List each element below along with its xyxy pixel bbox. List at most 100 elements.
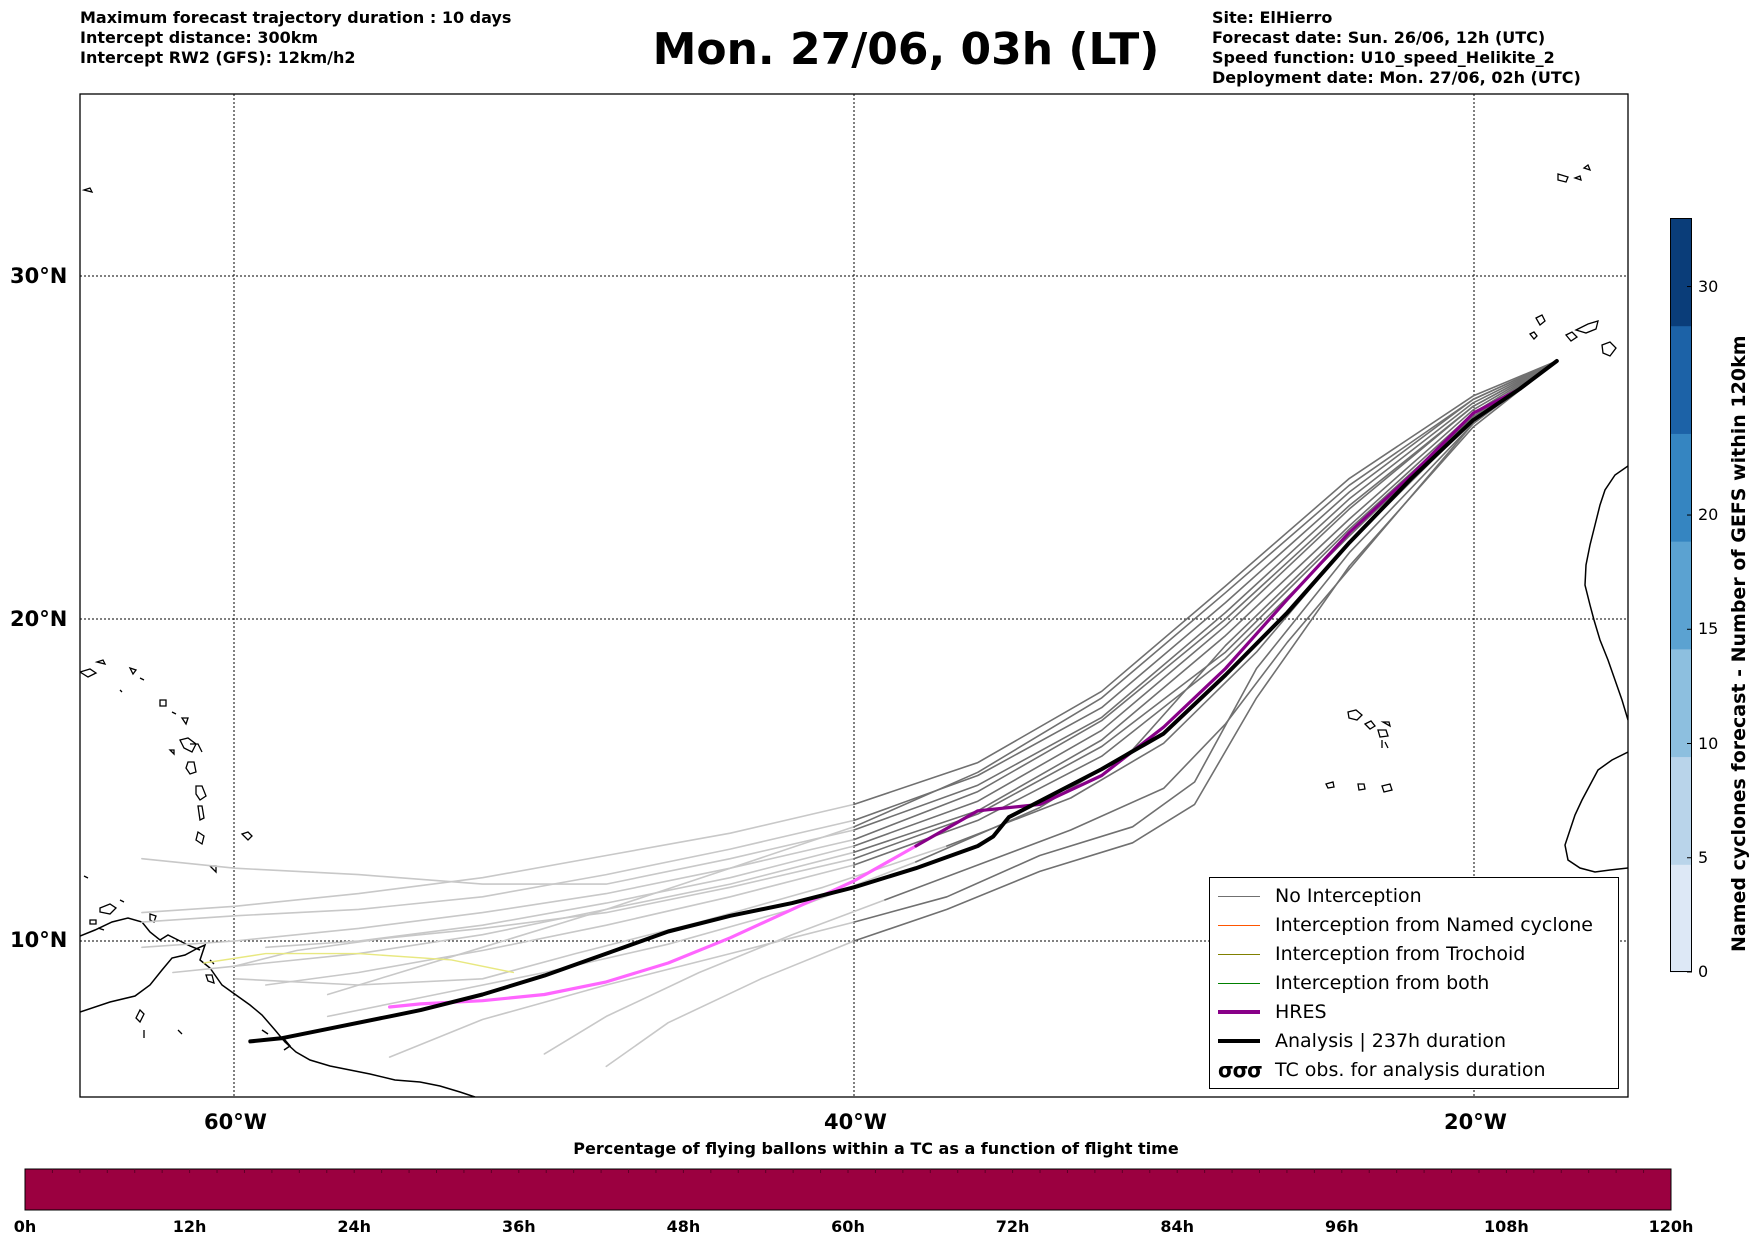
legend-label-hres: HRES <box>1275 1001 1327 1023</box>
ensemble-member-4 <box>853 360 1558 923</box>
colorbar-frame <box>1670 218 1692 972</box>
colorbar-step-3 <box>1670 541 1692 650</box>
info-left-block: Maximum forecast trajectory duration : 1… <box>80 8 511 68</box>
legend-label-tc-obs: TC obs. for analysis duration <box>1275 1059 1546 1081</box>
ensemble-member-3 <box>853 360 1558 831</box>
colorbar-step-2 <box>1670 648 1692 758</box>
max-duration-text: Maximum forecast trajectory duration : 1… <box>80 8 512 27</box>
legend-row-both: Interception from both <box>1210 969 1618 998</box>
ensemble-member-late-11 <box>141 838 855 949</box>
legend-line-analysis <box>1218 1039 1260 1043</box>
venezuela-north-coast <box>80 917 201 951</box>
bottom-bar-tick-label: 12h <box>172 1217 207 1236</box>
info-right-block: Site: ElHierro Forecast date: Sun. 26/06… <box>1212 8 1581 88</box>
legend-row-named-cyclone: Interception from Named cyclone <box>1210 911 1618 940</box>
legend-label-trochoid: Interception from Trochoid <box>1275 943 1526 965</box>
coastlines <box>80 465 1628 1097</box>
analysis-track <box>248 359 1559 1044</box>
legend-label-analysis: Analysis | 237h duration <box>1275 1030 1507 1052</box>
bottom-bar-tick-label: 108h <box>1483 1217 1529 1236</box>
intercept-rw2-text: Intercept RW2 (GFS): 12km/h2 <box>80 48 356 67</box>
colorbar-step-5 <box>1670 325 1692 434</box>
colorbar-tick-label: 5 <box>1698 847 1709 867</box>
ensemble-member-yellow <box>203 952 515 974</box>
legend-row-analysis: Analysis | 237h duration <box>1210 1027 1618 1056</box>
colorbar-label: Named cyclones forecast - Number of GEFS… <box>1728 335 1750 952</box>
lon-label-20w: 20°W <box>1444 1110 1507 1134</box>
colorbar-tick-label: 30 <box>1698 276 1719 296</box>
cape-verde-islands <box>1325 709 1393 793</box>
legend-line-named-cyclone <box>1218 925 1260 926</box>
deployment-date-text: Deployment date: Mon. 27/06, 02h (UTC) <box>1212 68 1581 87</box>
map-legend: No Interception Interception from Named … <box>1209 877 1619 1089</box>
map-frame <box>79 93 1629 1098</box>
legend-label-named-cyclone: Interception from Named cyclone <box>1275 914 1593 936</box>
legend-row-trochoid: Interception from Trochoid <box>1210 940 1618 969</box>
legend-label-both: Interception from both <box>1275 972 1490 994</box>
lon-label-60w: 60°W <box>204 1110 267 1134</box>
colorbar-step-6 <box>1670 218 1692 327</box>
ensemble-member-9 <box>853 360 1558 828</box>
lon-label-40w: 40°W <box>824 1110 887 1134</box>
ensemble-member-12 <box>884 360 1558 901</box>
flight-time-bar <box>24 1168 1672 1211</box>
colorbar-step-4 <box>1670 433 1692 542</box>
page-title: Mon. 27/06, 03h (LT) <box>652 24 1160 75</box>
colorbar-step-0 <box>1670 864 1692 973</box>
canary-islands <box>1528 314 1617 357</box>
legend-line-no-interception <box>1218 896 1260 897</box>
cyclone-colorbar <box>1670 218 1692 973</box>
bottom-bar-tick-label: 72h <box>995 1217 1030 1236</box>
colorbar-tick-label: 15 <box>1698 619 1719 639</box>
ensemble-member-5 <box>853 360 1558 942</box>
ensemble-member-late-0 <box>141 819 855 923</box>
legend-label-no-interception: No Interception <box>1275 885 1422 907</box>
legend-row-no-interception: No Interception <box>1210 882 1618 911</box>
bottom-bar-title: Percentage of flying ballons within a TC… <box>573 1139 1179 1158</box>
lat-label-10n: 10°N <box>10 928 68 952</box>
forecast-date-text: Forecast date: Sun. 26/06, 12h (UTC) <box>1212 28 1546 47</box>
lesser-antilles <box>80 659 253 874</box>
south-america-coast <box>80 943 476 1097</box>
bottom-bar-tick-label: 120h <box>1648 1217 1694 1236</box>
madeira-islands <box>1557 163 1592 183</box>
legend-line-trochoid <box>1218 954 1260 955</box>
ensemble-member-13 <box>853 360 1558 860</box>
legend-row-tc-obs: σσσ TC obs. for analysis duration <box>1210 1056 1618 1085</box>
flight-time-bar-fill <box>24 1168 1672 1211</box>
bottom-bar-tick-label: 0h <box>13 1217 37 1236</box>
ensemble-member-late-5 <box>605 940 855 1068</box>
legend-line-both <box>1218 983 1260 984</box>
colorbar-tick-label: 20 <box>1698 505 1719 525</box>
ensemble-member-late-1 <box>265 845 855 949</box>
lat-label-30n: 30°N <box>10 264 68 288</box>
ensemble-member-11 <box>853 360 1558 841</box>
colorbar-step-1 <box>1670 756 1692 865</box>
ensemble-member-late-2 <box>265 864 855 986</box>
colorbar-tick-label: 0 <box>1698 962 1709 981</box>
bottom-bar-tick-label: 84h <box>1160 1217 1195 1236</box>
intercept-distance-text: Intercept distance: 300km <box>80 28 319 47</box>
ensemble-member-late-7 <box>234 851 855 967</box>
ensemble-member-late-10 <box>234 845 948 986</box>
ensemble-member-late-3 <box>141 829 855 885</box>
legend-line-hres <box>1218 1010 1260 1014</box>
site-text: Site: ElHierro <box>1212 8 1333 27</box>
tc-symbol-icon: σσσ <box>1218 1058 1263 1082</box>
ensemble-member-late-9 <box>326 826 855 996</box>
bottom-bar-tick-label: 60h <box>831 1217 865 1236</box>
trajectory-layer <box>141 359 1559 1068</box>
ensemble-member-late-6 <box>141 803 855 914</box>
bottom-bar-tick-label: 24h <box>337 1217 372 1236</box>
ensemble-member-6 <box>853 360 1558 806</box>
bottom-bar-tick-label: 48h <box>666 1217 701 1236</box>
colorbar-tick-label: 10 <box>1698 733 1719 753</box>
ensemble-member-late-13 <box>172 857 855 974</box>
africa-coast <box>1564 465 1628 873</box>
bottom-bar-tick-label: 36h <box>501 1217 536 1236</box>
legend-row-hres: HRES <box>1210 998 1618 1027</box>
ensemble-member-late-12 <box>543 899 886 1055</box>
bottom-bar-tick-label: 96h <box>1324 1217 1359 1236</box>
lat-label-20n: 20°N <box>10 607 68 631</box>
speed-function-text: Speed function: U10_speed_Helikite_2 <box>1212 48 1555 67</box>
